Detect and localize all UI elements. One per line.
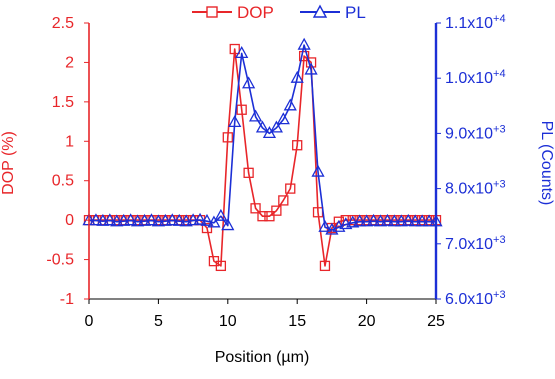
pl-data-point xyxy=(151,214,165,227)
x-tick-label: 5 xyxy=(154,313,163,330)
dop-data-point xyxy=(264,211,275,222)
y-left-tick-label: -1 xyxy=(60,291,74,308)
pl-data-point xyxy=(422,214,436,227)
pl-data-point xyxy=(158,213,172,226)
pl-data-point xyxy=(408,214,422,227)
pl-data-point xyxy=(117,213,131,226)
pl-data-point xyxy=(373,214,388,227)
dop-data-point xyxy=(257,211,268,222)
dop-data-point xyxy=(250,203,261,214)
pl-data-point xyxy=(353,214,367,227)
pl-data-point xyxy=(96,213,110,226)
pl-data-point xyxy=(200,213,214,226)
legend: DOP PL xyxy=(192,3,366,22)
y-axis-right-label: PL (Counts) xyxy=(538,121,555,206)
pl-data-point xyxy=(110,214,124,227)
dop-data-point xyxy=(319,260,331,272)
dop-data-point xyxy=(201,222,213,234)
x-tick-label: 10 xyxy=(219,313,237,330)
y-right-tick-label: 7.0x10+3 xyxy=(445,234,506,253)
y-left-tick-label: 2.5 xyxy=(52,15,74,32)
dop-data-point xyxy=(222,132,233,143)
dop-data-point xyxy=(278,195,289,206)
y-left-tick-label: 0 xyxy=(65,212,74,229)
x-tick-label: 25 xyxy=(427,313,445,330)
y-left-tick-label: 1 xyxy=(65,133,74,150)
y-right-tick-label: 1.0x10+4 xyxy=(445,68,506,87)
plot-area xyxy=(82,37,443,272)
y-right-tick-label: 9.0x10+3 xyxy=(445,123,506,142)
x-tick-label: 15 xyxy=(288,313,306,330)
pl-data-point xyxy=(304,62,318,75)
pl-data-point xyxy=(269,120,283,133)
legend-pl-label: PL xyxy=(345,3,366,22)
y-left-tick-label: 2 xyxy=(65,54,74,71)
pl-data-point xyxy=(137,213,152,226)
pl-data-point xyxy=(235,46,249,59)
series-line-dop xyxy=(89,48,436,267)
pl-data-point xyxy=(276,112,290,125)
pl-data-point xyxy=(401,213,415,226)
pl-data-point xyxy=(290,70,304,83)
y-left-tick-label: 1.5 xyxy=(52,94,74,111)
y-right-tick-label: 6.0x10+3 xyxy=(445,289,506,308)
x-axis-label: Position (µm) xyxy=(215,349,310,366)
y-left-tick-label: 0.5 xyxy=(52,173,74,190)
dop-data-point xyxy=(271,205,282,216)
pl-data-point xyxy=(380,213,395,226)
pl-data-point xyxy=(255,120,270,133)
dop-data-point xyxy=(243,167,254,178)
y-axis-left-label: DOP (%) xyxy=(0,131,17,195)
pl-data-point xyxy=(144,213,159,226)
pl-data-point xyxy=(130,214,145,227)
x-tick-label: 20 xyxy=(358,313,376,330)
dop-data-point xyxy=(236,104,247,115)
axes xyxy=(84,22,441,304)
pl-data-point xyxy=(165,213,179,226)
dop-data-point xyxy=(215,260,227,272)
pl-data-point xyxy=(89,213,103,226)
pl-data-point xyxy=(415,214,429,227)
pl-data-point xyxy=(242,76,256,89)
pl-data-point xyxy=(394,214,408,227)
pl-data-point xyxy=(214,208,228,221)
x-tick-label: 0 xyxy=(85,313,94,330)
dop-data-point xyxy=(285,183,296,194)
dop-data-point xyxy=(229,43,240,55)
legend-dop-label: DOP xyxy=(237,3,274,22)
pl-data-point xyxy=(360,214,374,227)
legend-pl-marker xyxy=(312,4,328,18)
pl-data-point xyxy=(248,109,263,122)
tick-labels: 0 5 10 15 20 25 -1 -0.5 0 0.5 1 1.5 2 2.5 6.0x10+3 7.0x… xyxy=(46,13,505,330)
dop-data-point xyxy=(298,50,310,62)
y-right-tick-label: 8.0x10+3 xyxy=(445,179,506,198)
pl-data-point xyxy=(103,213,117,226)
pl-data-point xyxy=(228,115,242,128)
pl-data-point xyxy=(172,213,186,226)
legend-dop-marker xyxy=(206,6,218,18)
pl-data-point xyxy=(318,219,332,232)
pl-data-point xyxy=(193,212,207,225)
pl-data-point xyxy=(297,37,311,50)
dop-data-point xyxy=(292,140,303,151)
pl-data-point xyxy=(221,218,235,231)
pl-data-point xyxy=(366,213,381,226)
pl-data-point xyxy=(346,215,360,228)
dop-data-point xyxy=(312,207,324,218)
y-right-tick-label: 1.1x10+4 xyxy=(445,13,506,32)
pl-data-point xyxy=(311,164,325,177)
series-line-pl xyxy=(89,44,436,231)
pl-data-point xyxy=(179,214,193,227)
pl-data-point xyxy=(207,215,221,228)
pl-data-point xyxy=(283,98,297,111)
pl-data-point xyxy=(387,214,401,227)
pl-data-point xyxy=(186,213,200,226)
y-left-tick-label: -0.5 xyxy=(46,252,74,269)
pl-data-point xyxy=(124,213,138,226)
